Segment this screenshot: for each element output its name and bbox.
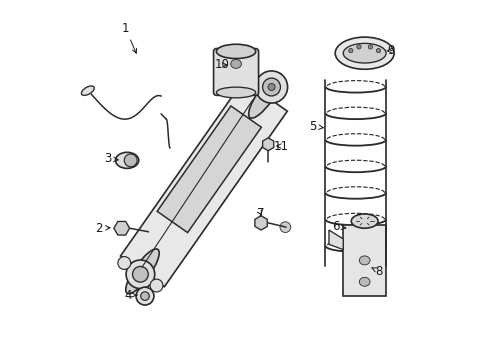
Polygon shape: [114, 221, 130, 235]
Circle shape: [280, 222, 291, 233]
Polygon shape: [329, 230, 343, 249]
Polygon shape: [121, 80, 287, 287]
Circle shape: [376, 49, 381, 53]
Circle shape: [368, 45, 372, 49]
Ellipse shape: [217, 44, 256, 59]
Text: 2: 2: [95, 222, 110, 235]
Ellipse shape: [81, 86, 94, 95]
Text: 8: 8: [372, 265, 383, 278]
Ellipse shape: [231, 59, 242, 68]
Text: 3: 3: [104, 152, 118, 165]
Circle shape: [357, 45, 361, 49]
Ellipse shape: [359, 256, 370, 265]
Ellipse shape: [248, 73, 282, 118]
Text: 4: 4: [124, 288, 137, 302]
Text: 7: 7: [257, 207, 265, 220]
FancyBboxPatch shape: [214, 49, 259, 95]
Circle shape: [126, 260, 155, 289]
Polygon shape: [255, 216, 267, 230]
Circle shape: [268, 84, 275, 91]
Circle shape: [255, 71, 288, 103]
Circle shape: [141, 292, 149, 300]
Text: 5: 5: [309, 120, 323, 133]
Polygon shape: [157, 106, 261, 233]
Polygon shape: [343, 225, 386, 296]
Circle shape: [118, 257, 131, 269]
Ellipse shape: [351, 214, 378, 228]
Circle shape: [263, 78, 280, 96]
Polygon shape: [263, 138, 274, 151]
Ellipse shape: [343, 43, 386, 63]
Ellipse shape: [116, 152, 139, 168]
Text: 9: 9: [387, 44, 395, 57]
Text: 1: 1: [122, 22, 137, 53]
Circle shape: [349, 49, 353, 53]
Ellipse shape: [126, 249, 159, 294]
Circle shape: [132, 266, 148, 282]
Text: 6: 6: [332, 220, 346, 233]
Circle shape: [150, 279, 163, 292]
Ellipse shape: [359, 277, 370, 286]
Circle shape: [124, 154, 137, 167]
Ellipse shape: [335, 37, 394, 69]
Text: 11: 11: [273, 140, 288, 153]
Circle shape: [136, 287, 154, 305]
Ellipse shape: [217, 87, 256, 98]
Text: 10: 10: [214, 58, 229, 72]
